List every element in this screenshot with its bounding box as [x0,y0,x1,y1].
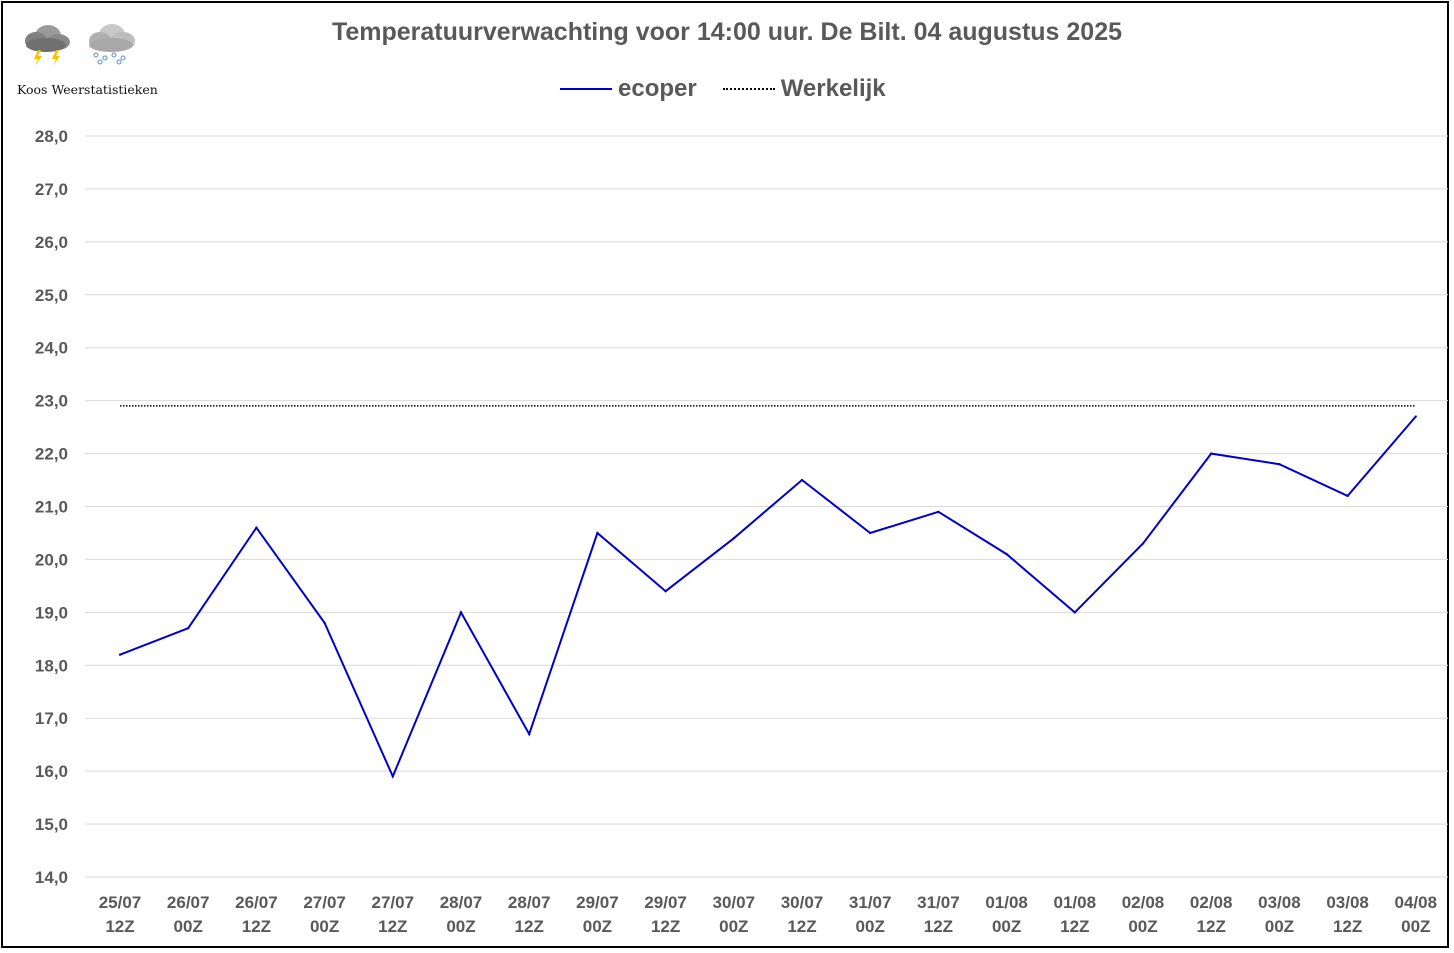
x-tick-label: 01/08 [985,893,1028,912]
data-point [1141,542,1145,545]
y-tick-label: 18,0 [35,656,68,675]
x-tick-label: 12Z [651,917,680,936]
x-tick-label: 28/07 [440,893,483,912]
y-tick-label: 17,0 [35,709,68,728]
y-tick-label: 14,0 [35,868,68,887]
x-tick-label: 12Z [105,917,134,936]
x-tick-label: 00Z [992,917,1021,936]
x-tick-label: 00Z [719,917,748,936]
logo [25,24,135,66]
data-point [1005,552,1008,556]
y-tick-label: 22,0 [35,445,68,464]
y-tick-label: 24,0 [35,339,68,358]
data-point [800,478,804,482]
x-tick-label: 00Z [310,917,339,936]
x-tick-label: 00Z [1401,917,1430,936]
x-tick-label: 30/07 [713,893,756,912]
data-point [187,627,190,630]
x-tick-label: 12Z [1197,917,1226,936]
y-tick-label: 21,0 [35,498,68,517]
data-point [459,611,463,614]
x-tick-label: 00Z [174,917,203,936]
x-tick-label: 30/07 [781,893,824,912]
x-tick-label: 03/08 [1326,893,1369,912]
x-tick-label: 12Z [1333,917,1362,936]
data-point [937,510,940,513]
y-tick-label: 16,0 [35,762,68,781]
data-point [1210,452,1213,455]
data-point [732,537,735,540]
x-tick-label: 29/07 [644,893,687,912]
x-tick-label: 27/07 [303,893,346,912]
x-tick-label: 12Z [515,917,544,936]
data-point [528,732,531,736]
x-tick-label: 29/07 [576,893,619,912]
x-tick-label: 27/07 [372,893,415,912]
y-tick-label: 19,0 [35,603,68,622]
y-tick-label: 26,0 [35,233,68,252]
x-tick-label: 12Z [924,917,953,936]
logo-text: Koos Weerstatistieken [17,82,158,97]
y-tick-label: 20,0 [35,550,68,569]
x-tick-label: 03/08 [1258,893,1301,912]
legend-item-ecoper: ecoper [560,75,697,103]
data-point [1414,415,1418,418]
y-tick-label: 28,0 [35,127,68,146]
data-point [664,589,667,593]
x-tick-label: 00Z [1128,917,1157,936]
x-tick-label: 00Z [583,917,612,936]
y-tick-label: 15,0 [35,815,68,834]
data-point [1073,611,1077,614]
data-point [323,621,326,625]
x-tick-label: 02/08 [1190,893,1233,912]
x-tick-label: 12Z [787,917,816,936]
x-tick-label: 00Z [1265,917,1294,936]
legend-item-werkelijk: Werkelijk [722,75,886,103]
legend-swatch-dotted [722,88,775,90]
x-tick-label: 12Z [1060,917,1089,936]
thunderstorm-cloud-icon [25,25,70,66]
x-tick-label: 31/07 [917,893,960,912]
data-point [1346,494,1349,498]
y-tick-label: 25,0 [35,286,68,305]
legend-label: ecoper [618,75,697,102]
x-tick-label: 12Z [242,917,271,936]
x-tick-label: 01/08 [1054,893,1097,912]
x-tick-label: 26/07 [167,893,210,912]
data-point [118,653,122,656]
chart-title: Temperatuurverwachting voor 14:00 uur. D… [331,18,1123,46]
x-tick-label: 02/08 [1122,893,1165,912]
series-line-ecoper [119,415,1417,779]
x-tick-label: 26/07 [235,893,278,912]
sleet-cloud-icon [89,24,135,65]
data-point [391,775,394,778]
x-tick-label: 00Z [446,917,475,936]
legend: ecoper Werkelijk [560,72,912,106]
x-tick-label: 00Z [856,917,885,936]
x-tick-label: 31/07 [849,893,892,912]
data-point [1278,462,1281,466]
x-tick-label: 04/08 [1395,893,1438,912]
y-tick-label: 23,0 [35,392,68,411]
legend-swatch-solid [560,88,612,90]
x-tick-label: 28/07 [508,893,551,912]
x-tick-label: 25/07 [99,893,142,912]
data-point [255,526,258,529]
legend-label: Werkelijk [780,75,886,102]
x-tick-label: 12Z [378,917,407,936]
data-point [596,531,599,535]
y-tick-label: 27,0 [35,180,68,199]
data-point [869,531,872,535]
